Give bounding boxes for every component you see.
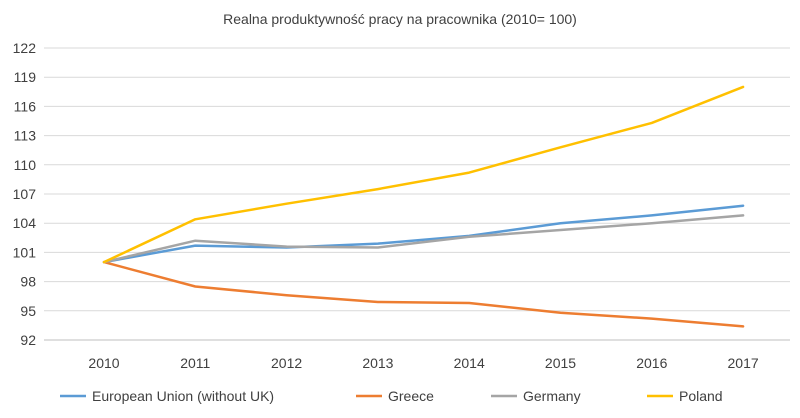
y-tick-label: 113 (14, 128, 37, 144)
x-axis-labels: 2010 2011 2012 2013 2014 2015 2016 2017 (88, 355, 758, 371)
y-tick-label: 98 (20, 274, 36, 290)
series-line-european-union-without-uk (102, 204, 745, 264)
legend-label: Poland (679, 388, 723, 404)
y-tick-label: 95 (20, 303, 36, 319)
x-tick-label: 2014 (454, 355, 485, 371)
y-tick-label: 110 (14, 157, 37, 173)
y-tick-label: 104 (13, 215, 37, 231)
y-tick-label: 107 (13, 186, 37, 202)
legend-item: Germany (491, 388, 581, 404)
legend-label: Germany (523, 388, 581, 404)
y-tick-label: 101 (13, 244, 37, 260)
legend-item: European Union (without UK) (60, 388, 274, 404)
x-tick-label: 2015 (545, 355, 576, 371)
series-line-germany (102, 214, 745, 264)
series-line-greece (102, 260, 745, 328)
x-tick-label: 2016 (636, 355, 667, 371)
legend-item: Greece (356, 388, 434, 404)
y-tick-label: 92 (20, 332, 36, 348)
series-line-poland (102, 85, 745, 264)
legend-label: Greece (388, 388, 434, 404)
legend-label: European Union (without UK) (92, 388, 274, 404)
y-tick-label: 116 (14, 98, 37, 114)
x-tick-label: 2011 (180, 355, 210, 371)
y-tick-label: 122 (13, 40, 37, 56)
chart-title: Realna produktywność pracy na pracownika… (223, 11, 577, 27)
y-axis-labels: 92 95 98 101 104 107 110 113 116 119 122 (13, 40, 37, 348)
x-tick-label: 2010 (88, 355, 119, 371)
x-tick-label: 2013 (362, 355, 393, 371)
x-tick-label: 2017 (728, 355, 759, 371)
grid-lines (44, 47, 790, 341)
legend-item: Poland (647, 388, 723, 404)
y-tick-label: 119 (14, 69, 37, 85)
legend: European Union (without UK) Greece Germany… (60, 388, 723, 404)
series-lines (102, 85, 745, 328)
x-tick-label: 2012 (271, 355, 302, 371)
